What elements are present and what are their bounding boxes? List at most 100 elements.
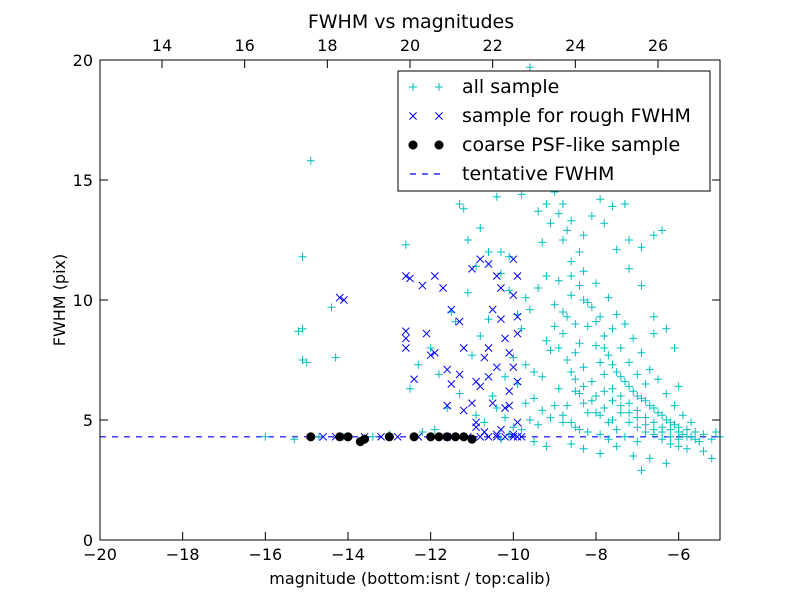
data-point <box>430 272 439 280</box>
data-point <box>513 272 522 280</box>
data-point <box>525 305 534 314</box>
y-tick-label: 20 <box>73 51 93 70</box>
data-point <box>616 408 625 417</box>
data-point <box>596 449 605 458</box>
data-point <box>563 401 572 410</box>
data-point <box>476 332 485 340</box>
data-point <box>616 401 625 410</box>
data-point <box>476 255 485 264</box>
data-point <box>463 288 472 297</box>
data-point <box>480 418 489 427</box>
data-point <box>414 360 423 369</box>
data-point <box>343 432 353 442</box>
data-point <box>662 416 671 424</box>
data-point <box>596 358 605 367</box>
data-point <box>641 413 650 422</box>
data-point <box>649 425 658 434</box>
data-point <box>629 387 638 396</box>
data-point <box>261 432 270 441</box>
data-point <box>521 360 530 369</box>
top-x-tick-label: 14 <box>152 36 172 55</box>
data-point <box>447 380 456 388</box>
data-point <box>496 248 505 256</box>
data-point <box>567 368 576 376</box>
data-point <box>587 396 596 405</box>
legend-marker <box>435 112 443 120</box>
legend-entry: tentative FWHM <box>410 163 614 185</box>
legend-label: tentative FWHM <box>462 163 614 185</box>
data-point <box>567 291 576 300</box>
data-point <box>558 418 567 427</box>
data-point <box>600 332 609 340</box>
data-point <box>467 434 477 444</box>
data-point <box>534 420 543 429</box>
data-point <box>306 156 315 165</box>
data-point <box>459 204 468 213</box>
x-axis-label: magnitude (bottom:isnt / top:calib) <box>269 569 550 588</box>
data-point <box>443 401 452 410</box>
data-point <box>492 404 501 412</box>
data-point <box>575 389 584 398</box>
data-point <box>612 245 621 254</box>
data-point <box>501 404 510 412</box>
legend-marker <box>408 140 418 150</box>
data-point <box>608 324 617 333</box>
data-point <box>649 231 658 240</box>
data-point <box>463 236 472 244</box>
data-point <box>707 435 716 444</box>
data-point <box>658 435 667 444</box>
data-point <box>699 430 708 439</box>
data-point <box>538 372 547 381</box>
data-point <box>571 348 580 357</box>
data-point <box>558 411 567 420</box>
data-point <box>442 432 452 442</box>
data-point <box>401 272 410 280</box>
data-point <box>550 401 559 410</box>
data-point <box>649 329 658 338</box>
legend-label: all sample <box>462 76 559 98</box>
data-point <box>691 428 700 436</box>
x-tick-label: −6 <box>667 545 691 564</box>
legend-marker <box>434 140 444 150</box>
data-point <box>335 432 345 442</box>
data-point <box>575 281 584 290</box>
data-point <box>678 430 687 439</box>
data-point <box>567 440 576 448</box>
data-point <box>418 281 427 290</box>
data-point <box>558 200 567 208</box>
legend-label: coarse PSF-like sample <box>462 134 680 156</box>
data-point <box>608 384 617 393</box>
data-point <box>339 296 348 304</box>
data-point <box>513 432 522 441</box>
data-point <box>579 382 588 391</box>
top-x-tick-label: 26 <box>648 36 668 55</box>
data-point <box>335 293 344 302</box>
data-point <box>637 348 646 357</box>
data-point <box>496 315 505 324</box>
data-point <box>447 305 456 314</box>
data-point <box>472 377 481 386</box>
data-point <box>587 303 596 312</box>
data-point <box>368 432 377 441</box>
data-point <box>608 416 617 424</box>
data-point <box>455 389 464 398</box>
data-point <box>513 329 522 338</box>
data-point <box>641 420 650 429</box>
x-tick-label: −20 <box>83 545 117 564</box>
data-point <box>484 260 493 268</box>
data-point <box>658 226 667 235</box>
data-point <box>492 192 501 201</box>
y-tick-label: 10 <box>73 291 93 310</box>
data-point <box>455 200 464 208</box>
data-point <box>682 425 691 434</box>
data-point <box>384 432 394 442</box>
data-point <box>625 418 634 427</box>
data-point <box>649 418 658 427</box>
data-point <box>587 212 596 220</box>
data-point <box>649 312 658 321</box>
data-point <box>571 375 580 384</box>
data-point <box>625 408 634 417</box>
data-point <box>298 252 307 261</box>
data-point <box>505 286 514 295</box>
data-point <box>625 236 634 244</box>
